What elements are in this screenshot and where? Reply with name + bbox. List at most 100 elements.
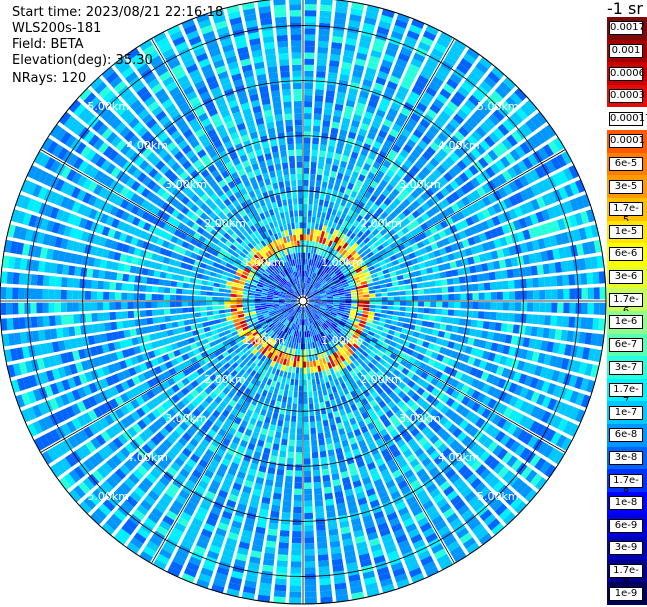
beta-cell [424, 365, 433, 373]
beta-cell [399, 235, 408, 243]
beta-cell [464, 228, 473, 237]
beta-cell [384, 257, 392, 264]
beta-cell [304, 591, 317, 598]
beta-cell [431, 76, 444, 87]
beta-cell [18, 302, 25, 315]
beta-cell [563, 420, 574, 435]
beta-cell [379, 391, 388, 400]
beta-cell [371, 323, 378, 329]
beta-cell [18, 273, 26, 285]
beta-cell [395, 409, 404, 419]
beta-cell [369, 297, 376, 301]
beta-cell [445, 386, 455, 396]
beta-cell [353, 185, 361, 193]
beta-cell [382, 188, 391, 197]
beta-cell [326, 291, 333, 295]
beta-cell [254, 298, 261, 301]
beta-cell [426, 445, 436, 456]
beta-cell [110, 321, 118, 331]
beta-cell [310, 421, 316, 428]
beta-cell [490, 499, 504, 512]
beta-cell [438, 176, 449, 186]
beta-cell [488, 458, 500, 471]
beta-cell [310, 228, 314, 236]
beta-cell [538, 277, 545, 288]
beta-cell [295, 464, 302, 471]
beta-cell [446, 78, 459, 90]
beta-cell [554, 261, 562, 273]
beta-cell [171, 274, 179, 281]
beta-cell [347, 279, 354, 284]
beta-cell [466, 439, 477, 450]
beta-cell [60, 302, 67, 313]
beta-cell [212, 287, 220, 292]
beta-cell [306, 271, 310, 278]
beta-cell [449, 224, 458, 234]
beta-cell [524, 99, 538, 113]
beta-cell [318, 560, 330, 568]
beta-cell [452, 477, 465, 489]
beta-cell [303, 179, 309, 186]
beta-cell [328, 176, 336, 184]
beta-cell [248, 306, 256, 310]
beta-cell [423, 177, 433, 187]
beta-cell [512, 268, 520, 278]
beta-cell [272, 498, 281, 506]
beta-cell [314, 241, 319, 249]
beta-cell [352, 352, 359, 360]
beta-cell [341, 258, 348, 265]
beta-cell [468, 426, 479, 438]
beta-cell [354, 279, 361, 284]
beta-cell [494, 322, 502, 332]
beta-cell [411, 85, 423, 96]
beta-cell [333, 297, 340, 300]
beta-cell [373, 189, 381, 198]
beta-cell [318, 34, 330, 42]
beta-cell [361, 314, 369, 318]
beta-cell [319, 584, 332, 592]
beta-cell [460, 302, 467, 309]
beta-cell [418, 155, 428, 166]
beta-cell [363, 304, 370, 308]
beta-cell [328, 316, 335, 321]
beta-cell [445, 270, 453, 278]
beta-cell [237, 287, 244, 292]
beta-cell [327, 387, 333, 395]
beta-cell [295, 452, 303, 459]
beta-cell [309, 301, 316, 303]
beta-cell [453, 285, 461, 293]
beta-cell [398, 311, 406, 317]
beta-cell [316, 71, 326, 78]
beta-cell [382, 253, 390, 260]
beta-cell [267, 467, 276, 475]
beta-cell [530, 265, 538, 276]
beta-cell [558, 343, 567, 355]
beta-cell [364, 271, 371, 277]
beta-cell [461, 384, 470, 394]
beta-cell [372, 220, 380, 228]
beta-cell [478, 253, 487, 263]
beta-cell [463, 168, 474, 179]
beta-cell [314, 402, 320, 410]
beta-cell [323, 322, 329, 328]
beta-cell [359, 320, 367, 325]
beta-cell [404, 312, 412, 318]
beta-cell [12, 317, 20, 330]
beta-cell [405, 184, 414, 194]
beta-cell [317, 242, 322, 249]
beta-cell [420, 371, 429, 380]
beta-cell [304, 482, 312, 489]
beta-cell [304, 46, 315, 53]
beta-cell [197, 267, 205, 274]
beta-cell [232, 279, 240, 284]
beta-cell [482, 395, 492, 406]
beta-cell [395, 269, 403, 276]
beta-cell [327, 220, 333, 228]
beta-cell [387, 193, 396, 202]
beta-cell [312, 210, 317, 218]
beta-cell [453, 443, 465, 455]
beta-cell [471, 402, 481, 413]
beta-cell [273, 374, 279, 382]
beta-cell [308, 278, 312, 284]
beta-cell [510, 358, 520, 369]
